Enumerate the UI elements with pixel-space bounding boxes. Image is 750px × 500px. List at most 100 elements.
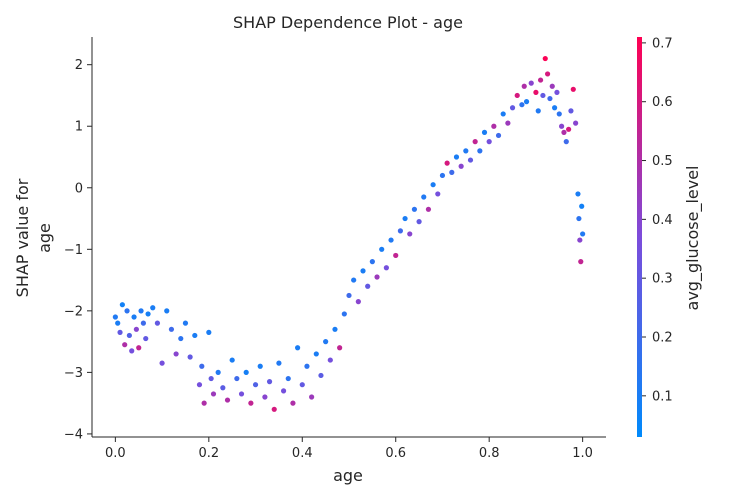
y-tick-label: 1	[75, 120, 83, 135]
scatter-point	[115, 320, 121, 326]
scatter-point	[540, 92, 546, 99]
scatter-point	[341, 311, 347, 317]
y-axis-ticks: −4 −3 −2 −1 0 1 2	[64, 58, 92, 442]
colorbar-tick-label: 0.7	[652, 36, 673, 51]
scatter-point	[477, 148, 483, 154]
scatter-point	[337, 345, 343, 351]
x-axis-label: age	[333, 466, 363, 485]
scatter-point	[248, 400, 254, 406]
scatter-points	[112, 55, 586, 412]
colorbar-label-group: avg_glucose_level	[683, 166, 703, 311]
scatter-point	[351, 277, 357, 283]
scatter-point	[580, 231, 586, 237]
scatter-point	[467, 157, 474, 163]
scatter-point	[136, 345, 142, 351]
scatter-point	[416, 219, 422, 225]
scatter-point	[143, 335, 149, 342]
scatter-point	[280, 388, 287, 394]
scatter-point	[439, 172, 446, 179]
scatter-point	[126, 332, 132, 339]
scatter-point	[276, 360, 282, 366]
scatter-point	[521, 83, 527, 89]
colorbar	[637, 37, 642, 437]
scatter-point	[552, 105, 558, 111]
scatter-point	[234, 375, 240, 382]
x-tick-label: 1.0	[572, 446, 593, 461]
scatter-point	[145, 311, 151, 317]
scatter-point	[559, 123, 565, 129]
scatter-point	[514, 92, 520, 99]
colorbar-label: avg_glucose_level	[683, 166, 703, 311]
scatter-point	[164, 308, 170, 314]
y-axis-label: SHAP value for age	[13, 178, 54, 297]
scatter-point	[556, 111, 562, 117]
scatter-point	[299, 382, 305, 388]
scatter-point	[129, 348, 135, 354]
scatter-point	[215, 369, 221, 375]
y-tick-label: 2	[75, 58, 83, 73]
scatter-point	[355, 299, 361, 305]
scatter-point	[573, 120, 579, 126]
colorbar-tick-label: 0.1	[652, 389, 673, 404]
scatter-point	[561, 129, 567, 135]
scatter-point	[178, 335, 184, 342]
scatter-point	[290, 400, 296, 406]
scatter-point	[528, 80, 534, 86]
scatter-point	[313, 351, 319, 357]
colorbar-tick-label: 0.6	[652, 95, 673, 110]
scatter-point	[407, 231, 413, 237]
y-tick-label: −3	[64, 366, 83, 381]
scatter-point	[430, 182, 436, 188]
scatter-point	[491, 123, 497, 129]
colorbar-tick-label: 0.3	[652, 272, 673, 287]
scatter-point	[402, 215, 408, 222]
scatter-point	[535, 108, 541, 114]
scatter-point	[379, 246, 385, 252]
scatter-point	[323, 339, 329, 345]
chart-title: SHAP Dependence Plot - age	[233, 13, 463, 32]
scatter-point	[509, 105, 516, 111]
y-axis-label-line-1: SHAP value for	[13, 178, 32, 297]
scatter-point	[435, 191, 441, 197]
scatter-point	[271, 406, 277, 412]
scatter-point	[544, 71, 551, 77]
scatter-point	[519, 102, 525, 108]
scatter-point	[533, 89, 539, 95]
colorbar-tick-label: 0.4	[652, 213, 673, 228]
scatter-point	[112, 314, 118, 320]
scatter-point	[159, 360, 165, 366]
colorbar-tick-label: 0.2	[652, 331, 673, 346]
scatter-point	[206, 329, 212, 335]
scatter-point	[309, 394, 315, 400]
scatter-point	[266, 379, 273, 385]
scatter-point	[168, 326, 175, 332]
y-tick-label: −2	[64, 304, 83, 319]
scatter-point	[495, 132, 502, 139]
y-tick-label: 0	[75, 181, 83, 196]
scatter-point	[388, 237, 394, 243]
scatter-point	[201, 400, 207, 406]
scatter-point	[547, 95, 553, 102]
scatter-point	[523, 99, 530, 105]
scatter-point	[472, 139, 478, 145]
scatter-point	[486, 139, 492, 145]
scatter-point	[140, 320, 146, 326]
x-tick-label: 0.6	[385, 446, 406, 461]
x-tick-label: 0.0	[105, 446, 126, 461]
scatter-point	[346, 292, 352, 299]
colorbar-ticks: 0.1 0.2 0.3 0.4 0.5 0.6 0.7	[642, 36, 673, 404]
scatter-point	[150, 305, 156, 311]
scatter-point	[554, 89, 560, 95]
scatter-point	[577, 237, 583, 243]
scatter-point	[154, 320, 161, 326]
scatter-point	[563, 139, 569, 145]
scatter-point	[421, 194, 427, 200]
scatter-point	[579, 203, 585, 209]
scatter-point	[374, 274, 380, 280]
scatter-point	[549, 83, 555, 89]
scatter-point	[318, 372, 324, 379]
colorbar-tick-label: 0.5	[652, 154, 673, 169]
scatter-point	[397, 228, 403, 234]
scatter-point	[122, 342, 128, 348]
scatter-point	[576, 215, 582, 222]
